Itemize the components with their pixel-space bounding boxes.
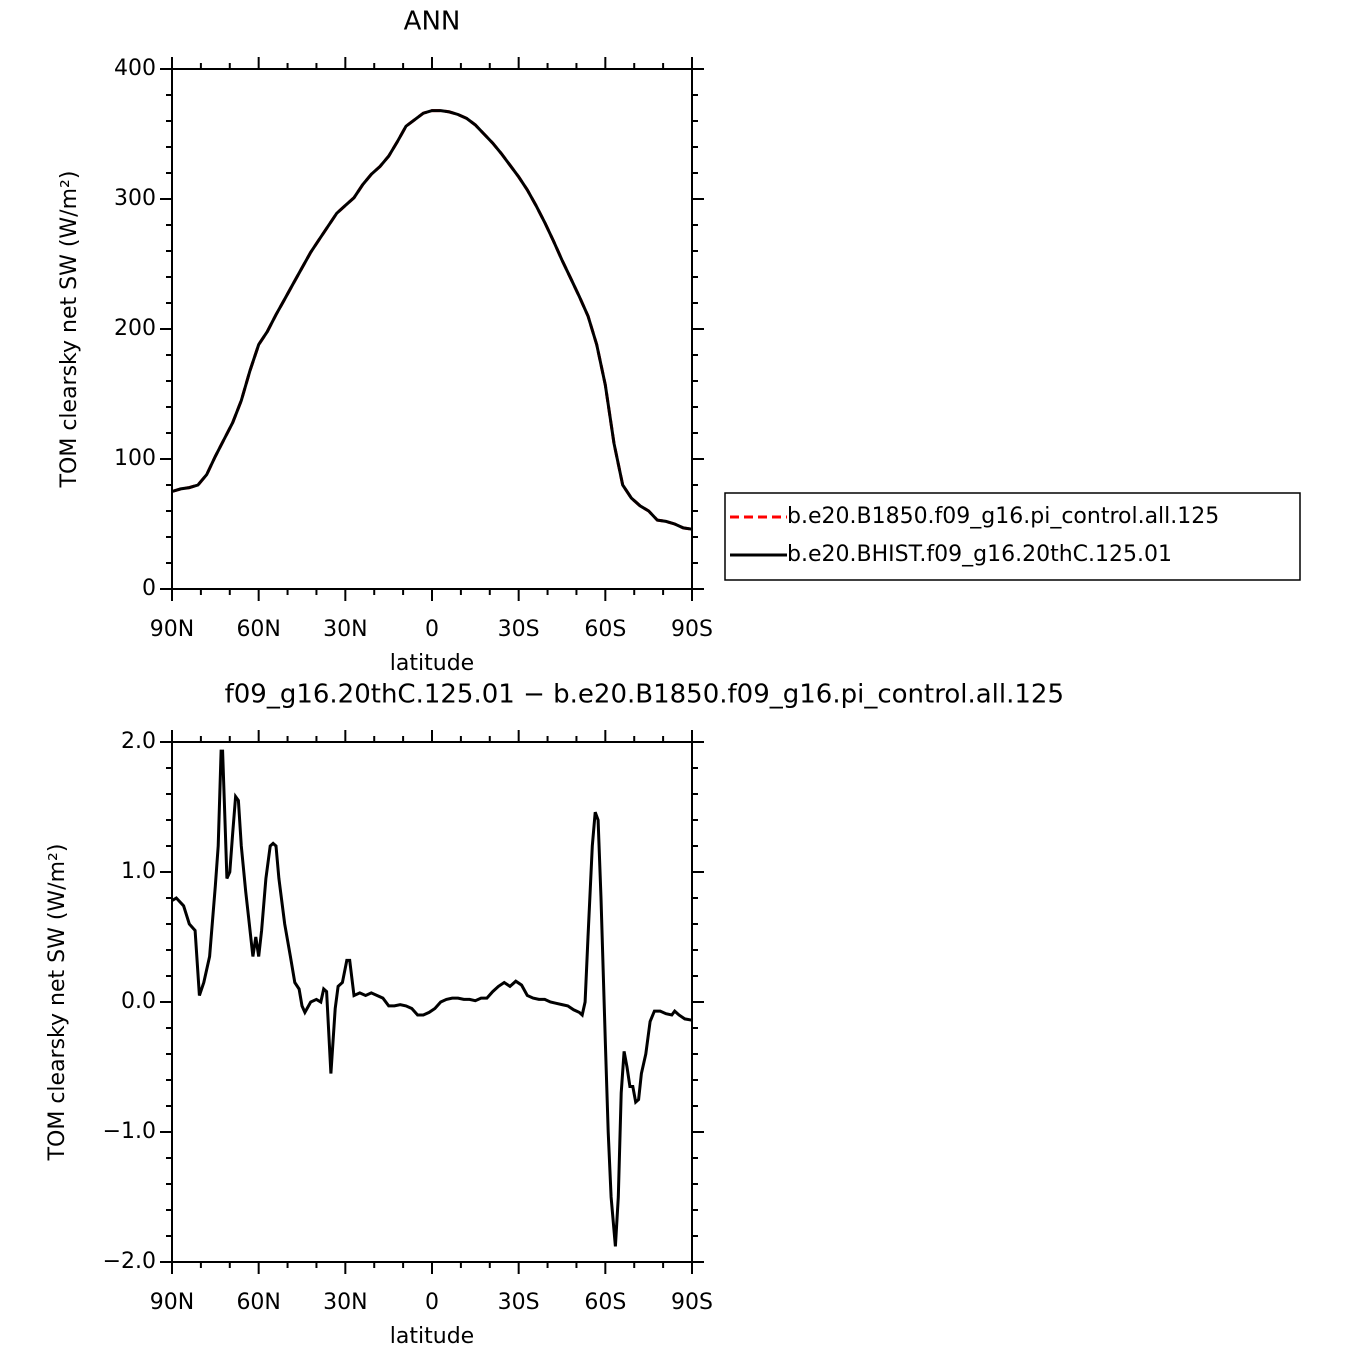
legend-box bbox=[724, 492, 1301, 581]
y-tick-label: 300 bbox=[114, 186, 156, 211]
x-tick-label: 90S bbox=[671, 1290, 713, 1315]
x-tick-label: 60N bbox=[236, 1290, 280, 1315]
x-tick-label: 0 bbox=[425, 1290, 439, 1315]
x-tick-label: 60N bbox=[236, 617, 280, 642]
x-tick-label: 30S bbox=[498, 1290, 540, 1315]
x-axis-label: latitude bbox=[390, 651, 474, 676]
chart-title: ANN bbox=[404, 7, 461, 37]
plot-frame bbox=[171, 68, 693, 590]
y-tick-label: −2.0 bbox=[103, 1249, 156, 1274]
plot-frame bbox=[171, 741, 693, 1263]
x-tick-label: 30N bbox=[323, 617, 367, 642]
y-axis-label: TOM clearsky net SW (W/m²) bbox=[57, 171, 82, 489]
y-tick-label: 1.0 bbox=[121, 859, 156, 884]
legend-label: b.e20.B1850.f09_g16.pi_control.all.125 bbox=[787, 504, 1219, 529]
x-axis-label: latitude bbox=[390, 1324, 474, 1349]
x-tick-label: 90N bbox=[150, 1290, 194, 1315]
x-tick-label: 60S bbox=[584, 1290, 626, 1315]
y-tick-label: 0.0 bbox=[121, 989, 156, 1014]
x-tick-label: 30N bbox=[323, 1290, 367, 1315]
legend-label: b.e20.BHIST.f09_g16.20thC.125.01 bbox=[787, 542, 1172, 567]
x-tick-label: 90N bbox=[150, 617, 194, 642]
data-line bbox=[171, 749, 693, 1247]
data-line bbox=[171, 109, 693, 531]
x-tick-label: 30S bbox=[498, 617, 540, 642]
x-tick-label: 90S bbox=[671, 617, 713, 642]
x-tick-label: 60S bbox=[584, 617, 626, 642]
chart-title: f09_g16.20thC.125.01 − b.e20.B1850.f09_g… bbox=[225, 680, 1064, 710]
y-axis-label: TOM clearsky net SW (W/m²) bbox=[45, 844, 70, 1162]
y-tick-label: 400 bbox=[114, 56, 156, 81]
y-tick-label: 200 bbox=[114, 316, 156, 341]
x-tick-label: 0 bbox=[425, 617, 439, 642]
y-tick-label: 2.0 bbox=[121, 729, 156, 754]
y-tick-label: 0 bbox=[142, 576, 156, 601]
y-tick-label: −1.0 bbox=[103, 1119, 156, 1144]
y-tick-label: 100 bbox=[114, 446, 156, 471]
data-line bbox=[171, 109, 693, 531]
